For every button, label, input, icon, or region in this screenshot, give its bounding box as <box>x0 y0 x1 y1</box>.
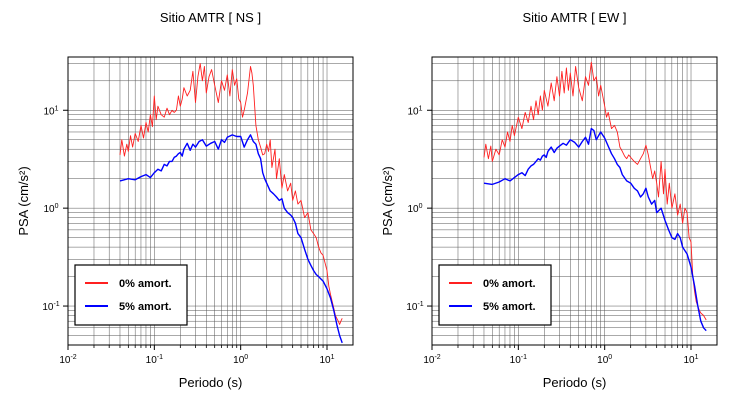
y-axis-label: PSA (cm/s²) <box>380 166 395 235</box>
x-axis-label: Periodo (s) <box>543 375 607 390</box>
series-line-amort-0 <box>119 63 343 325</box>
chart-panel-ew: Sitio AMTR [ EW ] 10-2 10-1 100 101 10-1 100 10… <box>380 10 718 390</box>
x-tick-label: 10-1 <box>146 354 163 366</box>
series-line-amort-0 <box>483 61 707 321</box>
y-tick-label: 100 <box>43 203 58 215</box>
grid-lines <box>68 57 353 345</box>
y-axis-label: PSA (cm/s²) <box>16 166 31 235</box>
x-tick-label: 10-2 <box>59 354 76 366</box>
series-line-amort-5 <box>119 134 343 344</box>
x-tick-label: 100 <box>233 354 248 366</box>
x-tick-label: 101 <box>319 354 334 366</box>
x-tick-label: 10-2 <box>423 354 440 366</box>
chart-title: Sitio AMTR [ NS ] <box>160 10 261 25</box>
legend: 0% amort. 5% amort. <box>74 264 188 326</box>
series-line-amort-5 <box>483 127 707 332</box>
legend-box <box>438 264 552 326</box>
plot-frame <box>431 56 718 346</box>
legend-box <box>74 264 188 326</box>
y-tick-label: 101 <box>43 105 58 117</box>
x-tick-label: 100 <box>597 354 612 366</box>
x-tick-label: 10-1 <box>510 354 527 366</box>
y-tick-label: 10-1 <box>406 301 423 313</box>
x-axis-label: Periodo (s) <box>179 375 243 390</box>
legend-label: 0% amort. <box>483 278 536 290</box>
legend-label: 5% amort. <box>483 301 536 313</box>
legend-label: 0% amort. <box>119 278 172 290</box>
x-tick-label: 101 <box>683 354 698 366</box>
y-tick-label: 10-1 <box>42 301 59 313</box>
legend: 0% amort. 5% amort. <box>438 264 552 326</box>
plot-frame <box>67 56 354 346</box>
chart-panel-ns: Sitio AMTR [ NS ] 10-2 10-1 100 101 10-1 100 10… <box>16 10 354 390</box>
chart-title: Sitio AMTR [ EW ] <box>522 10 626 25</box>
legend-label: 5% amort. <box>119 301 172 313</box>
y-tick-label: 101 <box>407 105 422 117</box>
y-tick-label: 100 <box>407 203 422 215</box>
